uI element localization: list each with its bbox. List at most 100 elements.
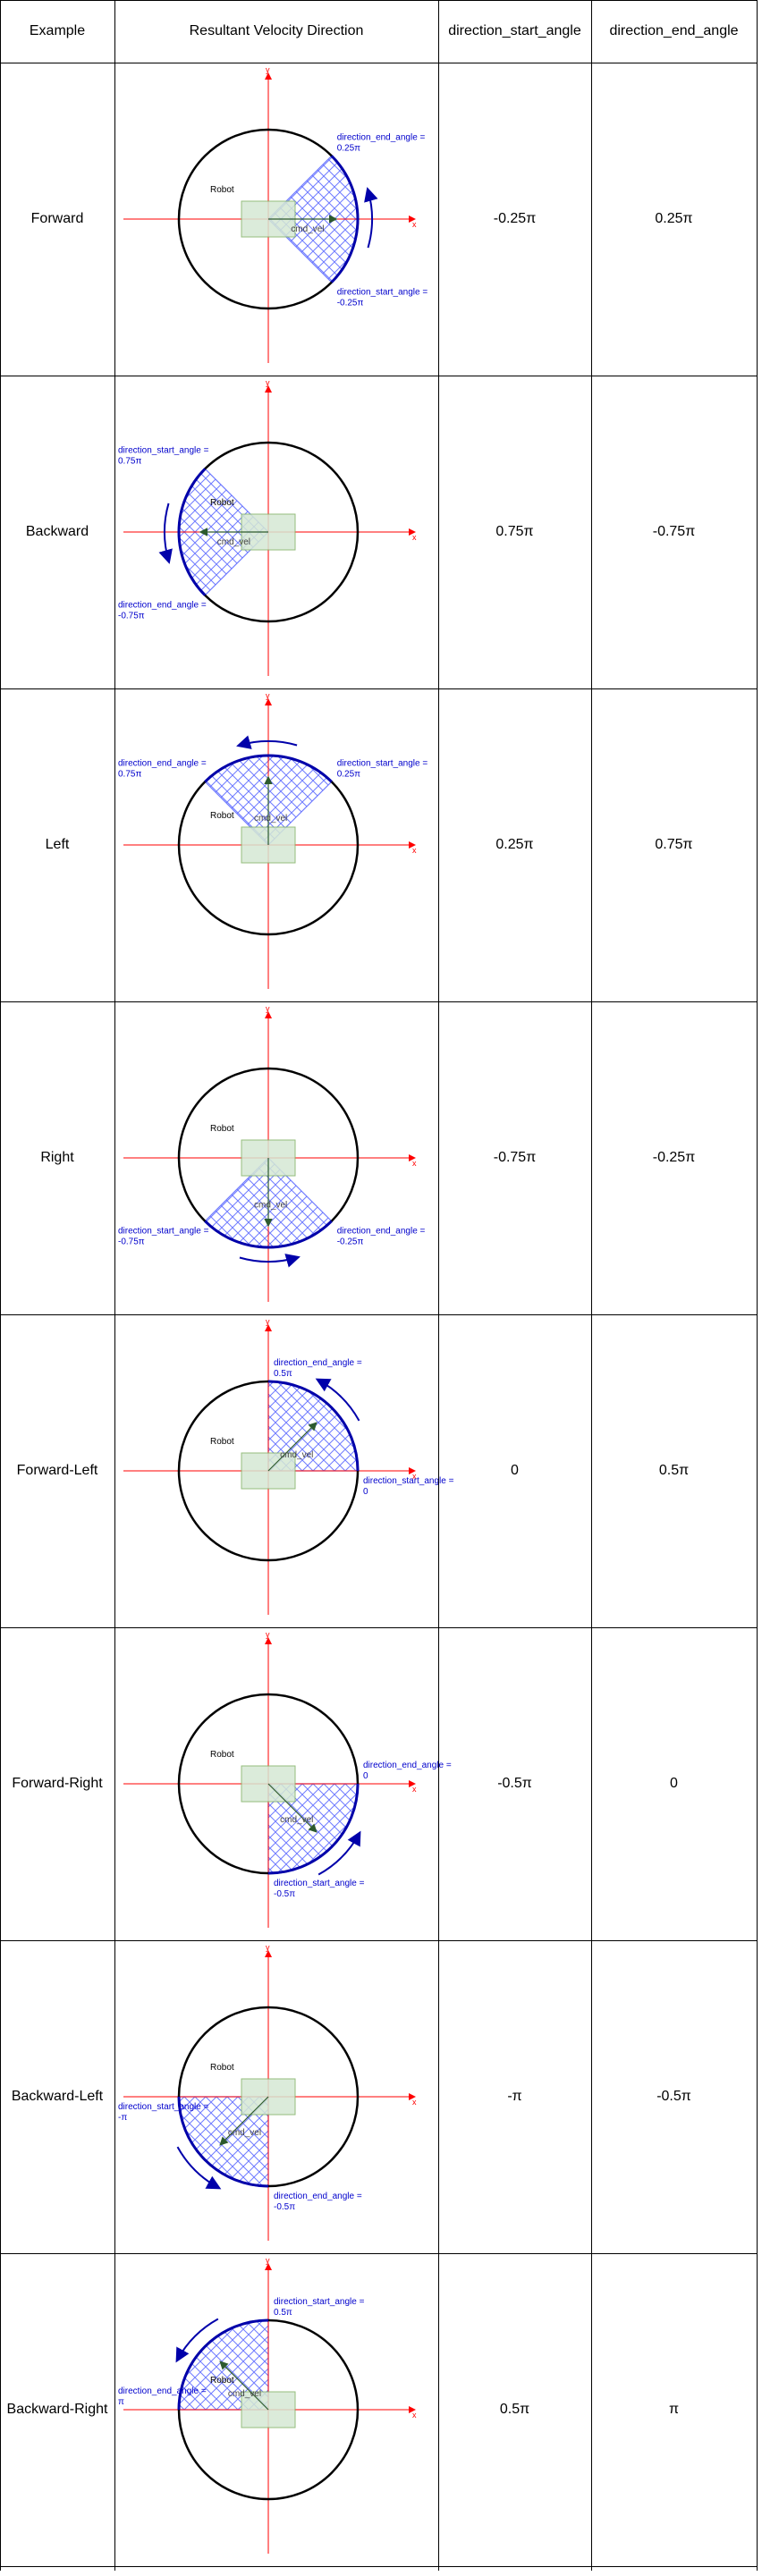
velocity-direction-diagram: x y Robot cmd_vel direction_start_angle = 0.7… bbox=[114, 376, 438, 688]
robot-label: Robot bbox=[210, 2063, 234, 2073]
end-angle-annotation: direction_end_angle =-0.5π bbox=[274, 2192, 362, 2212]
start-angle-annotation-value: 0.75π bbox=[118, 456, 141, 466]
end-angle-annotation-label: direction_end_angle = bbox=[118, 601, 207, 611]
header-direction-end-angle: direction_end_angle bbox=[591, 0, 757, 63]
end-angle-annotation: direction_end_angle =0.5π bbox=[274, 1358, 362, 1379]
start-angle-annotation-label: direction_start_angle = bbox=[118, 1227, 209, 1237]
header-resultant-velocity-direction: Resultant Velocity Direction bbox=[114, 0, 438, 63]
start-angle-annotation: direction_start_angle =-0.5π bbox=[274, 1879, 365, 1899]
x-axis-label: x bbox=[412, 846, 417, 855]
table-column-border bbox=[757, 0, 758, 2571]
end-angle-value: 0.5π bbox=[591, 1314, 757, 1627]
start-angle-value: -0.5π bbox=[438, 1627, 591, 1940]
end-angle-annotation-label: direction_end_angle = bbox=[274, 2192, 362, 2201]
velocity-direction-diagram: x y Robot cmd_vel direction_start_angle = -0.… bbox=[114, 1628, 438, 1939]
cmd-vel-label: cmd_vel bbox=[217, 537, 250, 547]
x-axis-label: x bbox=[412, 2098, 417, 2107]
start-angle-annotation-value: -0.25π bbox=[337, 299, 364, 308]
start-angle-annotation: direction_start_angle =-0.75π bbox=[118, 1227, 209, 1247]
end-angle-annotation: direction_end_angle =0.25π bbox=[337, 132, 426, 153]
diagram-svg: x y Robot cmd_vel direction_start_angle =-0.… bbox=[114, 1002, 438, 1313]
start-angle-annotation-value: 0 bbox=[363, 1487, 368, 1497]
start-angle-annotation-label: direction_start_angle = bbox=[337, 288, 428, 298]
example-name: Backward-Left bbox=[0, 1940, 114, 2253]
y-axis-label: y bbox=[266, 1943, 270, 1952]
y-axis-label: y bbox=[266, 691, 270, 700]
diagram-svg: xyRobotcmd_veldirection_start_angle =0di… bbox=[114, 1315, 438, 1626]
y-axis-label: y bbox=[266, 1004, 270, 1013]
start-angle-annotation-value: 0.5π bbox=[274, 2308, 292, 2318]
start-angle-annotation-value: -0.5π bbox=[274, 1889, 295, 1899]
start-angle-annotation: direction_start_angle =0.25π bbox=[337, 758, 428, 779]
y-axis-label: y bbox=[266, 2256, 270, 2265]
start-angle-value: -0.75π bbox=[438, 1001, 591, 1314]
example-name: Forward-Left bbox=[0, 1314, 114, 1627]
start-angle-value: 0.25π bbox=[438, 688, 591, 1001]
start-angle-value: 0.75π bbox=[438, 376, 591, 688]
start-angle-annotation-value: -0.75π bbox=[118, 1237, 145, 1247]
diagram-svg: x y Robot cmd_vel direction_start_angle =-0.… bbox=[114, 63, 438, 375]
diagram-svg: x y Robot cmd_vel direction_start_angle =0.5… bbox=[114, 2254, 438, 2565]
start-angle-value: -π bbox=[438, 1940, 591, 2253]
end-angle-annotation-label: direction_end_angle = bbox=[118, 2386, 207, 2396]
example-name: Forward bbox=[0, 63, 114, 376]
robot-label: Robot bbox=[210, 811, 234, 821]
robot-label: Robot bbox=[210, 185, 234, 195]
robot-label: Robot bbox=[210, 2376, 234, 2386]
end-angle-value: -0.5π bbox=[591, 1940, 757, 2253]
end-angle-value: 0.75π bbox=[591, 688, 757, 1001]
y-axis-label: y bbox=[266, 1630, 270, 1639]
table-column-border bbox=[0, 0, 1, 2571]
table-column-border bbox=[438, 0, 439, 2571]
table-column-border bbox=[114, 0, 115, 2571]
start-angle-annotation-label: direction_start_angle = bbox=[337, 758, 428, 768]
cmd-vel-label: cmd_vel bbox=[228, 2128, 261, 2138]
end-angle-value: -0.75π bbox=[591, 376, 757, 688]
cmd-vel-label: cmd_vel bbox=[228, 2389, 261, 2399]
velocity-direction-diagram: x y Robot cmd_vel direction_start_angle = -0.… bbox=[114, 1002, 438, 1313]
example-name: Backward bbox=[0, 376, 114, 688]
start-angle-annotation-value: 0.25π bbox=[337, 769, 360, 779]
diagram-svg: x y Robot cmd_vel direction_start_angle =0.7… bbox=[114, 376, 438, 688]
diagram-svg: x y Robot cmd_vel direction_start_angle =0.2… bbox=[114, 689, 438, 1001]
x-axis-label: x bbox=[412, 533, 417, 542]
start-angle-value: 0 bbox=[438, 1314, 591, 1627]
example-name: Forward-Right bbox=[0, 1627, 114, 1940]
cmd-vel-label: cmd_vel bbox=[291, 224, 324, 234]
example-name: Backward-Right bbox=[0, 2253, 114, 2566]
velocity-direction-diagram: x y Robot cmd_vel direction_start_angle = -0.… bbox=[114, 63, 438, 375]
start-angle-annotation-value: -π bbox=[118, 2113, 127, 2123]
end-angle-value: -0.25π bbox=[591, 1001, 757, 1314]
velocity-direction-diagram: x y Robot cmd_vel direction_start_angle = -π d… bbox=[114, 1941, 438, 2252]
cmd-vel-label: cmd_vel bbox=[254, 1200, 287, 1210]
header-example: Example bbox=[0, 0, 114, 63]
end-angle-annotation-value: 0 bbox=[363, 1771, 368, 1781]
velocity-direction-diagram: x y Robot cmd_vel direction_start_angle = 0 di… bbox=[114, 1315, 438, 1626]
start-angle-annotation-label: direction_start_angle = bbox=[363, 1476, 454, 1486]
y-axis-label: y bbox=[266, 65, 270, 74]
robot-label: Robot bbox=[210, 498, 234, 508]
end-angle-annotation-label: direction_end_angle = bbox=[118, 758, 207, 768]
velocity-direction-diagram: x y Robot cmd_vel direction_start_angle = 0.5… bbox=[114, 2254, 438, 2565]
start-angle-annotation: direction_start_angle =-0.25π bbox=[337, 288, 428, 308]
start-angle-value: -0.25π bbox=[438, 63, 591, 376]
cmd-vel-label: cmd_vel bbox=[254, 814, 287, 823]
y-axis-label: y bbox=[266, 378, 270, 387]
end-angle-annotation-label: direction_end_angle = bbox=[337, 132, 426, 142]
end-angle-annotation: direction_end_angle =-0.75π bbox=[118, 601, 207, 621]
table-row-border bbox=[0, 2566, 757, 2567]
end-angle-annotation: direction_end_angle =0.75π bbox=[118, 758, 207, 779]
x-axis-label: x bbox=[412, 1785, 417, 1794]
header-direction-start-angle: direction_start_angle bbox=[438, 0, 591, 63]
end-angle-value: 0.25π bbox=[591, 63, 757, 376]
start-angle-annotation: direction_start_angle =0.75π bbox=[118, 445, 209, 466]
table-row-border bbox=[0, 1001, 757, 1002]
velocity-direction-diagram: x y Robot cmd_vel direction_start_angle = 0.2… bbox=[114, 689, 438, 1001]
table-row-border bbox=[0, 1314, 757, 1315]
table-row-border bbox=[0, 688, 757, 689]
end-angle-annotation-label: direction_end_angle = bbox=[337, 1227, 426, 1237]
start-angle-annotation-label: direction_start_angle = bbox=[274, 2297, 365, 2307]
x-axis-label: x bbox=[412, 220, 417, 229]
diagram-svg: x y Robot cmd_vel direction_start_angle =-0.… bbox=[114, 1628, 438, 1939]
